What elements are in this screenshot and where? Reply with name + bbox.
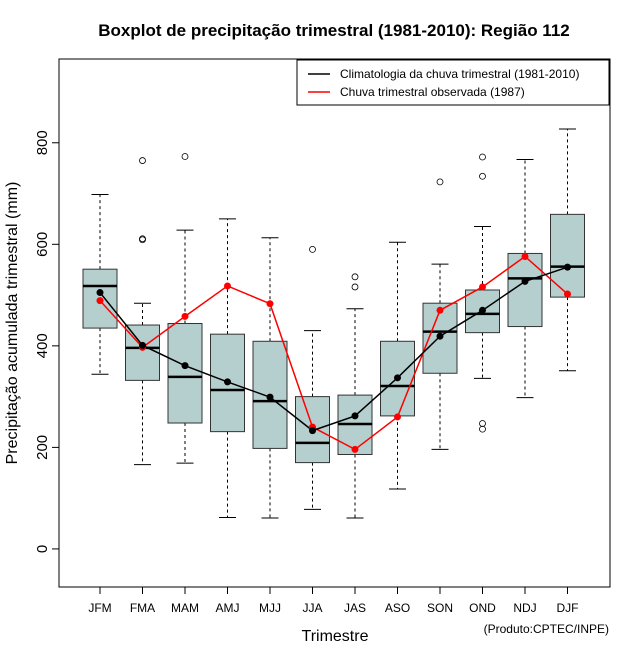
series-point-climatology — [436, 332, 444, 340]
chart-title: Boxplot de precipitação trimestral (1981… — [98, 21, 569, 40]
x-tick-label: MJJ — [259, 601, 281, 615]
x-tick-label: JJA — [302, 601, 322, 615]
y-tick-label: 0 — [34, 545, 51, 553]
y-tick-label: 200 — [34, 435, 51, 460]
legend-label-climatology: Climatologia da chuva trimestral (1981-2… — [340, 67, 579, 81]
series-point-climatology — [139, 341, 146, 349]
outlier-point — [181, 153, 189, 160]
x-tick-label: MAM — [171, 601, 199, 615]
x-tick-label: AMJ — [216, 601, 240, 615]
box-iqr — [167, 323, 203, 424]
series-point-observed — [266, 300, 274, 308]
x-tick-label: OND — [469, 601, 496, 615]
legend-label-observed: Chuva trimestral observada (1987) — [340, 85, 525, 99]
outlier-point — [479, 425, 486, 433]
box-iqr — [252, 340, 288, 449]
box-SON — [422, 178, 458, 450]
box-JFM — [82, 194, 118, 375]
y-tick-label: 600 — [34, 232, 51, 257]
series-point-observed — [564, 290, 571, 298]
outlier-point — [309, 245, 316, 253]
series-point-observed — [96, 297, 104, 305]
box-MJJ — [252, 237, 288, 519]
outlier-point — [436, 178, 444, 186]
box-MAM — [167, 153, 203, 464]
outlier-point — [479, 420, 486, 427]
box-OND — [465, 153, 500, 433]
x-tick-label: FMA — [130, 601, 155, 615]
box-JJA — [295, 245, 330, 510]
credit-label: (Produto:CPTEC/INPE) — [484, 622, 609, 636]
legend: Climatologia da chuva trimestral (1981-2… — [296, 59, 610, 106]
box-FMA — [125, 157, 160, 466]
x-tick-label: NDJ — [513, 601, 536, 615]
series-group — [96, 252, 571, 453]
box-AMJ — [210, 218, 245, 518]
y-axis-title: Precipitação acumulada trimestral (mm) — [4, 182, 21, 465]
x-tick-label: JFM — [88, 601, 111, 615]
box-JAS — [337, 273, 373, 519]
outlier-point — [351, 273, 359, 281]
series-point-climatology — [479, 306, 486, 314]
series-point-climatology — [351, 412, 359, 420]
legend-box — [296, 59, 610, 106]
box-iqr — [550, 213, 585, 298]
x-axis: JFM FMA MAM AMJ MJJ JJA JAS ASO SON OND NDJ DJF — [88, 586, 579, 615]
y-tick-label: 800 — [34, 130, 51, 155]
series-point-climatology — [224, 378, 231, 386]
series-point-climatology — [394, 374, 401, 382]
series-line-climatology — [99, 266, 568, 432]
y-axis: 0 200 400 600 800 — [34, 130, 60, 553]
outlier-point — [479, 153, 486, 161]
series-line-observed — [99, 255, 568, 451]
series-point-climatology — [521, 277, 529, 285]
x-tick-label: ASO — [385, 601, 410, 615]
x-tick-label: JAS — [344, 601, 366, 615]
outlier-point — [139, 157, 146, 164]
y-tick-label: 400 — [34, 333, 51, 358]
series-point-climatology — [96, 289, 104, 297]
outlier-point — [351, 283, 359, 291]
series-point-observed — [436, 306, 444, 314]
series-point-climatology — [181, 362, 189, 370]
outlier-point — [479, 172, 486, 180]
series-point-observed — [351, 445, 359, 453]
x-tick-label: SON — [427, 601, 453, 615]
boxes-group — [82, 128, 585, 519]
series-point-climatology — [309, 427, 316, 435]
series-point-observed — [521, 252, 529, 260]
series-point-observed — [181, 312, 189, 320]
x-tick-label: DJF — [557, 601, 579, 615]
x-axis-title: Trimestre — [302, 628, 369, 645]
series-point-climatology — [266, 393, 274, 401]
outlier-point — [139, 236, 146, 244]
series-point-observed — [224, 282, 231, 290]
series-point-climatology — [564, 263, 571, 271]
box-DJF — [550, 128, 585, 372]
series-point-observed — [394, 413, 401, 421]
box-ASO — [380, 241, 415, 490]
series-point-observed — [479, 283, 486, 291]
